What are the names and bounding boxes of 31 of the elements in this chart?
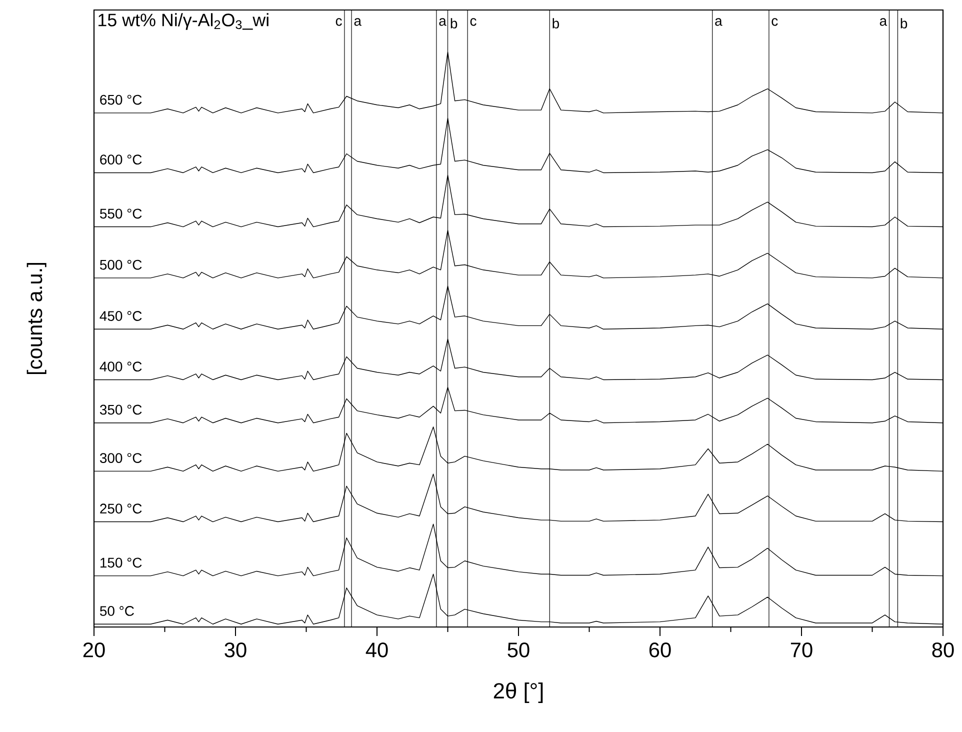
- series-label: 400 °C: [100, 362, 142, 372]
- x-tick-label: 30: [224, 642, 246, 658]
- ref-line-label: b: [900, 18, 908, 28]
- x-axis-title: 2θ [°]: [494, 682, 543, 703]
- ref-line-label: b: [450, 18, 458, 28]
- ref-line-label: c: [336, 18, 342, 26]
- ref-line-label: a: [715, 18, 722, 26]
- y-axis-title: [counts a.u.]: [26, 263, 46, 374]
- ref-line-label: a: [354, 18, 362, 26]
- ref-line-label: c: [772, 18, 778, 26]
- x-tick-label: 70: [790, 642, 812, 658]
- x-tick-label: 50: [508, 642, 530, 658]
- ref-line-label: b: [552, 18, 559, 28]
- x-tick-label: 20: [83, 642, 105, 658]
- x-tick-label: 40: [366, 642, 388, 658]
- series-label: 50 °C: [100, 606, 134, 616]
- series-label: 250 °C: [100, 504, 142, 514]
- series-label: 350 °C: [100, 404, 142, 415]
- chart-title: 15 wt% Ni/γ-Al$_{2}$O$_{3}$_wi: [98, 13, 268, 30]
- series-label: 300 °C: [100, 453, 142, 463]
- series-label: 600 °C: [100, 154, 142, 165]
- ref-line-label: c: [470, 18, 476, 26]
- x-tick-label: 60: [649, 642, 671, 658]
- ref-line-label: a: [880, 18, 888, 26]
- series-label: 450 °C: [100, 311, 142, 321]
- ref-line-label: a: [439, 18, 446, 26]
- series-label: 150 °C: [100, 558, 142, 568]
- series-label: 650 °C: [100, 94, 142, 105]
- series-label: 550 °C: [100, 208, 142, 219]
- series-label: 500 °C: [100, 260, 142, 270]
- x-tick-label: 80: [932, 642, 954, 658]
